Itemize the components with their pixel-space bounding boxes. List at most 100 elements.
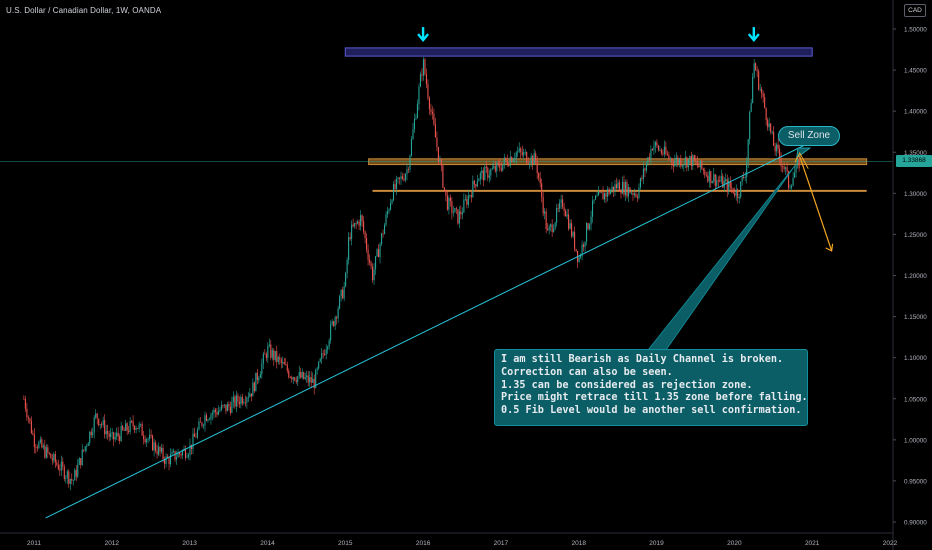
- candle-body: [280, 359, 282, 364]
- candle-body: [409, 155, 411, 170]
- candle-body: [701, 160, 703, 169]
- candle-body: [89, 431, 91, 444]
- candle-body: [265, 353, 267, 358]
- annotation-callout[interactable]: I am still Bearish as Daily Channel is b…: [494, 349, 808, 426]
- candle-body: [48, 452, 50, 454]
- candle-body: [606, 189, 609, 197]
- candle-body: [226, 404, 228, 412]
- candle-body: [457, 209, 459, 224]
- candle-body: [35, 446, 37, 448]
- candle-body: [581, 244, 583, 256]
- candle-body: [404, 174, 407, 181]
- candle-body: [143, 435, 145, 439]
- x-tick-label: 2012: [105, 540, 120, 547]
- candle-body: [178, 452, 181, 454]
- candle-body: [506, 159, 508, 165]
- candle-body: [463, 199, 465, 213]
- candle-body: [69, 479, 71, 484]
- candle-body: [583, 244, 585, 247]
- candle-body: [355, 222, 357, 224]
- candle-body: [551, 224, 553, 232]
- y-tick-label: 1.10000: [904, 355, 927, 362]
- candle-body: [533, 153, 535, 165]
- candle-body: [639, 178, 641, 188]
- candle-body: [605, 193, 607, 197]
- projection-arrowhead: [825, 243, 834, 252]
- candle-body: [267, 346, 269, 358]
- candle-body: [737, 189, 739, 199]
- candle-body: [126, 423, 128, 431]
- candle-body: [574, 232, 576, 249]
- trendline: [45, 128, 838, 519]
- candle-body: [210, 414, 212, 420]
- candle-body: [23, 398, 25, 400]
- candle-body: [672, 163, 674, 167]
- candle-body: [282, 361, 284, 364]
- candle-body: [603, 193, 606, 200]
- candle-body: [427, 84, 429, 98]
- candle-body: [150, 434, 152, 436]
- candle-body: [416, 104, 419, 118]
- candle-body: [140, 423, 142, 425]
- sell-zone-label[interactable]: Sell Zone: [778, 126, 840, 146]
- y-tick-label: 1.20000: [904, 273, 927, 280]
- candle-body: [621, 181, 624, 194]
- candle-body: [304, 377, 306, 379]
- candle-body: [698, 165, 700, 168]
- candle-body: [120, 426, 122, 441]
- candle-body: [273, 350, 275, 360]
- candle-body: [232, 396, 234, 402]
- candle-body: [798, 159, 800, 169]
- candle-body: [557, 208, 559, 209]
- candle-body: [728, 181, 730, 192]
- candle-body: [26, 408, 28, 418]
- candle-body: [442, 165, 444, 188]
- projection-arrow: [799, 156, 833, 252]
- candle-body: [503, 157, 505, 165]
- candle-body: [687, 159, 689, 168]
- candle-body: [66, 471, 68, 478]
- candle-body: [696, 161, 698, 166]
- x-tick-label: 2014: [260, 540, 275, 547]
- candle-body: [645, 163, 647, 171]
- candle-body: [403, 178, 405, 181]
- y-tick-label: 1.40000: [904, 109, 927, 116]
- candle-body: [788, 171, 790, 188]
- candle-body: [620, 191, 622, 194]
- candle-body: [786, 167, 788, 172]
- candle-body: [24, 398, 26, 409]
- candle-body: [693, 155, 695, 161]
- candle-body: [756, 70, 758, 72]
- candle-body: [789, 187, 791, 189]
- candle-body: [445, 189, 447, 196]
- x-tick-label: 2017: [494, 540, 509, 547]
- candle-body: [325, 349, 327, 355]
- candle-body: [556, 208, 558, 223]
- candle-body: [378, 249, 380, 258]
- candle-body: [295, 380, 297, 383]
- candle-body: [107, 430, 109, 434]
- candle-body: [146, 439, 148, 443]
- candle-body: [527, 162, 529, 164]
- candle-body: [511, 157, 513, 163]
- candle-body: [600, 192, 603, 194]
- candle-body: [78, 458, 80, 465]
- candle-body: [609, 190, 612, 195]
- candle-body: [240, 396, 242, 405]
- candle-body: [252, 382, 254, 397]
- candle-body: [750, 103, 752, 112]
- currency-badge[interactable]: CAD: [904, 4, 926, 17]
- candle-body: [164, 458, 166, 464]
- candle-body: [764, 97, 766, 108]
- candle-body: [592, 200, 594, 217]
- candle-body: [102, 420, 104, 425]
- candle-body: [638, 187, 640, 198]
- candle-body: [612, 186, 615, 192]
- candle-body: [279, 357, 281, 360]
- candle-body: [431, 111, 433, 114]
- candle-body: [228, 404, 230, 407]
- candle-body: [367, 249, 369, 260]
- candle-body: [216, 412, 218, 415]
